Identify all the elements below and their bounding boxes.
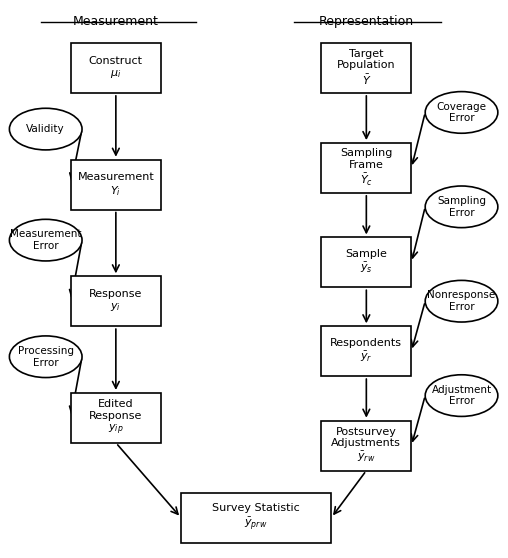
Text: Response
$y_i$: Response $y_i$ [89,290,143,313]
Text: Respondents
$\bar{y}_r$: Respondents $\bar{y}_r$ [330,338,402,364]
Ellipse shape [425,186,498,228]
Text: Measurement
Error: Measurement Error [10,229,81,251]
Text: Measurement: Measurement [73,15,159,28]
Text: Representation: Representation [319,15,414,28]
Text: Survey Statistic
$\bar{y}_{prw}$: Survey Statistic $\bar{y}_{prw}$ [212,503,300,532]
Text: Processing
Error: Processing Error [18,346,74,368]
Text: Sampling
Frame
$\bar{Y}_c$: Sampling Frame $\bar{Y}_c$ [340,148,393,188]
Text: Coverage
Error: Coverage Error [436,102,487,123]
FancyBboxPatch shape [181,493,331,543]
Ellipse shape [10,108,82,150]
FancyBboxPatch shape [71,160,161,210]
Ellipse shape [425,92,498,133]
Text: Edited
Response
$y_{ip}$: Edited Response $y_{ip}$ [89,399,143,437]
Text: Measurement
$Y_i$: Measurement $Y_i$ [78,172,154,198]
Text: Construct
$\mu_i$: Construct $\mu_i$ [89,56,143,80]
Ellipse shape [10,336,82,378]
Text: Sample
$\bar{y}_s$: Sample $\bar{y}_s$ [345,249,387,276]
Ellipse shape [10,219,82,261]
FancyBboxPatch shape [71,276,161,326]
FancyBboxPatch shape [321,143,411,193]
Text: Nonresponse
Error: Nonresponse Error [427,290,496,312]
Text: Target
Population
$\bar{Y}$: Target Population $\bar{Y}$ [337,49,396,87]
FancyBboxPatch shape [321,43,411,93]
FancyBboxPatch shape [71,393,161,443]
FancyBboxPatch shape [321,326,411,376]
Ellipse shape [425,375,498,416]
FancyBboxPatch shape [321,237,411,287]
FancyBboxPatch shape [321,421,411,470]
Ellipse shape [425,280,498,322]
Text: Adjustment
Error: Adjustment Error [431,385,492,406]
Text: Postsurvey
Adjustments
$\bar{y}_{rw}$: Postsurvey Adjustments $\bar{y}_{rw}$ [331,427,401,464]
Text: Sampling
Error: Sampling Error [437,196,486,218]
FancyBboxPatch shape [71,43,161,93]
Text: Validity: Validity [26,124,65,134]
